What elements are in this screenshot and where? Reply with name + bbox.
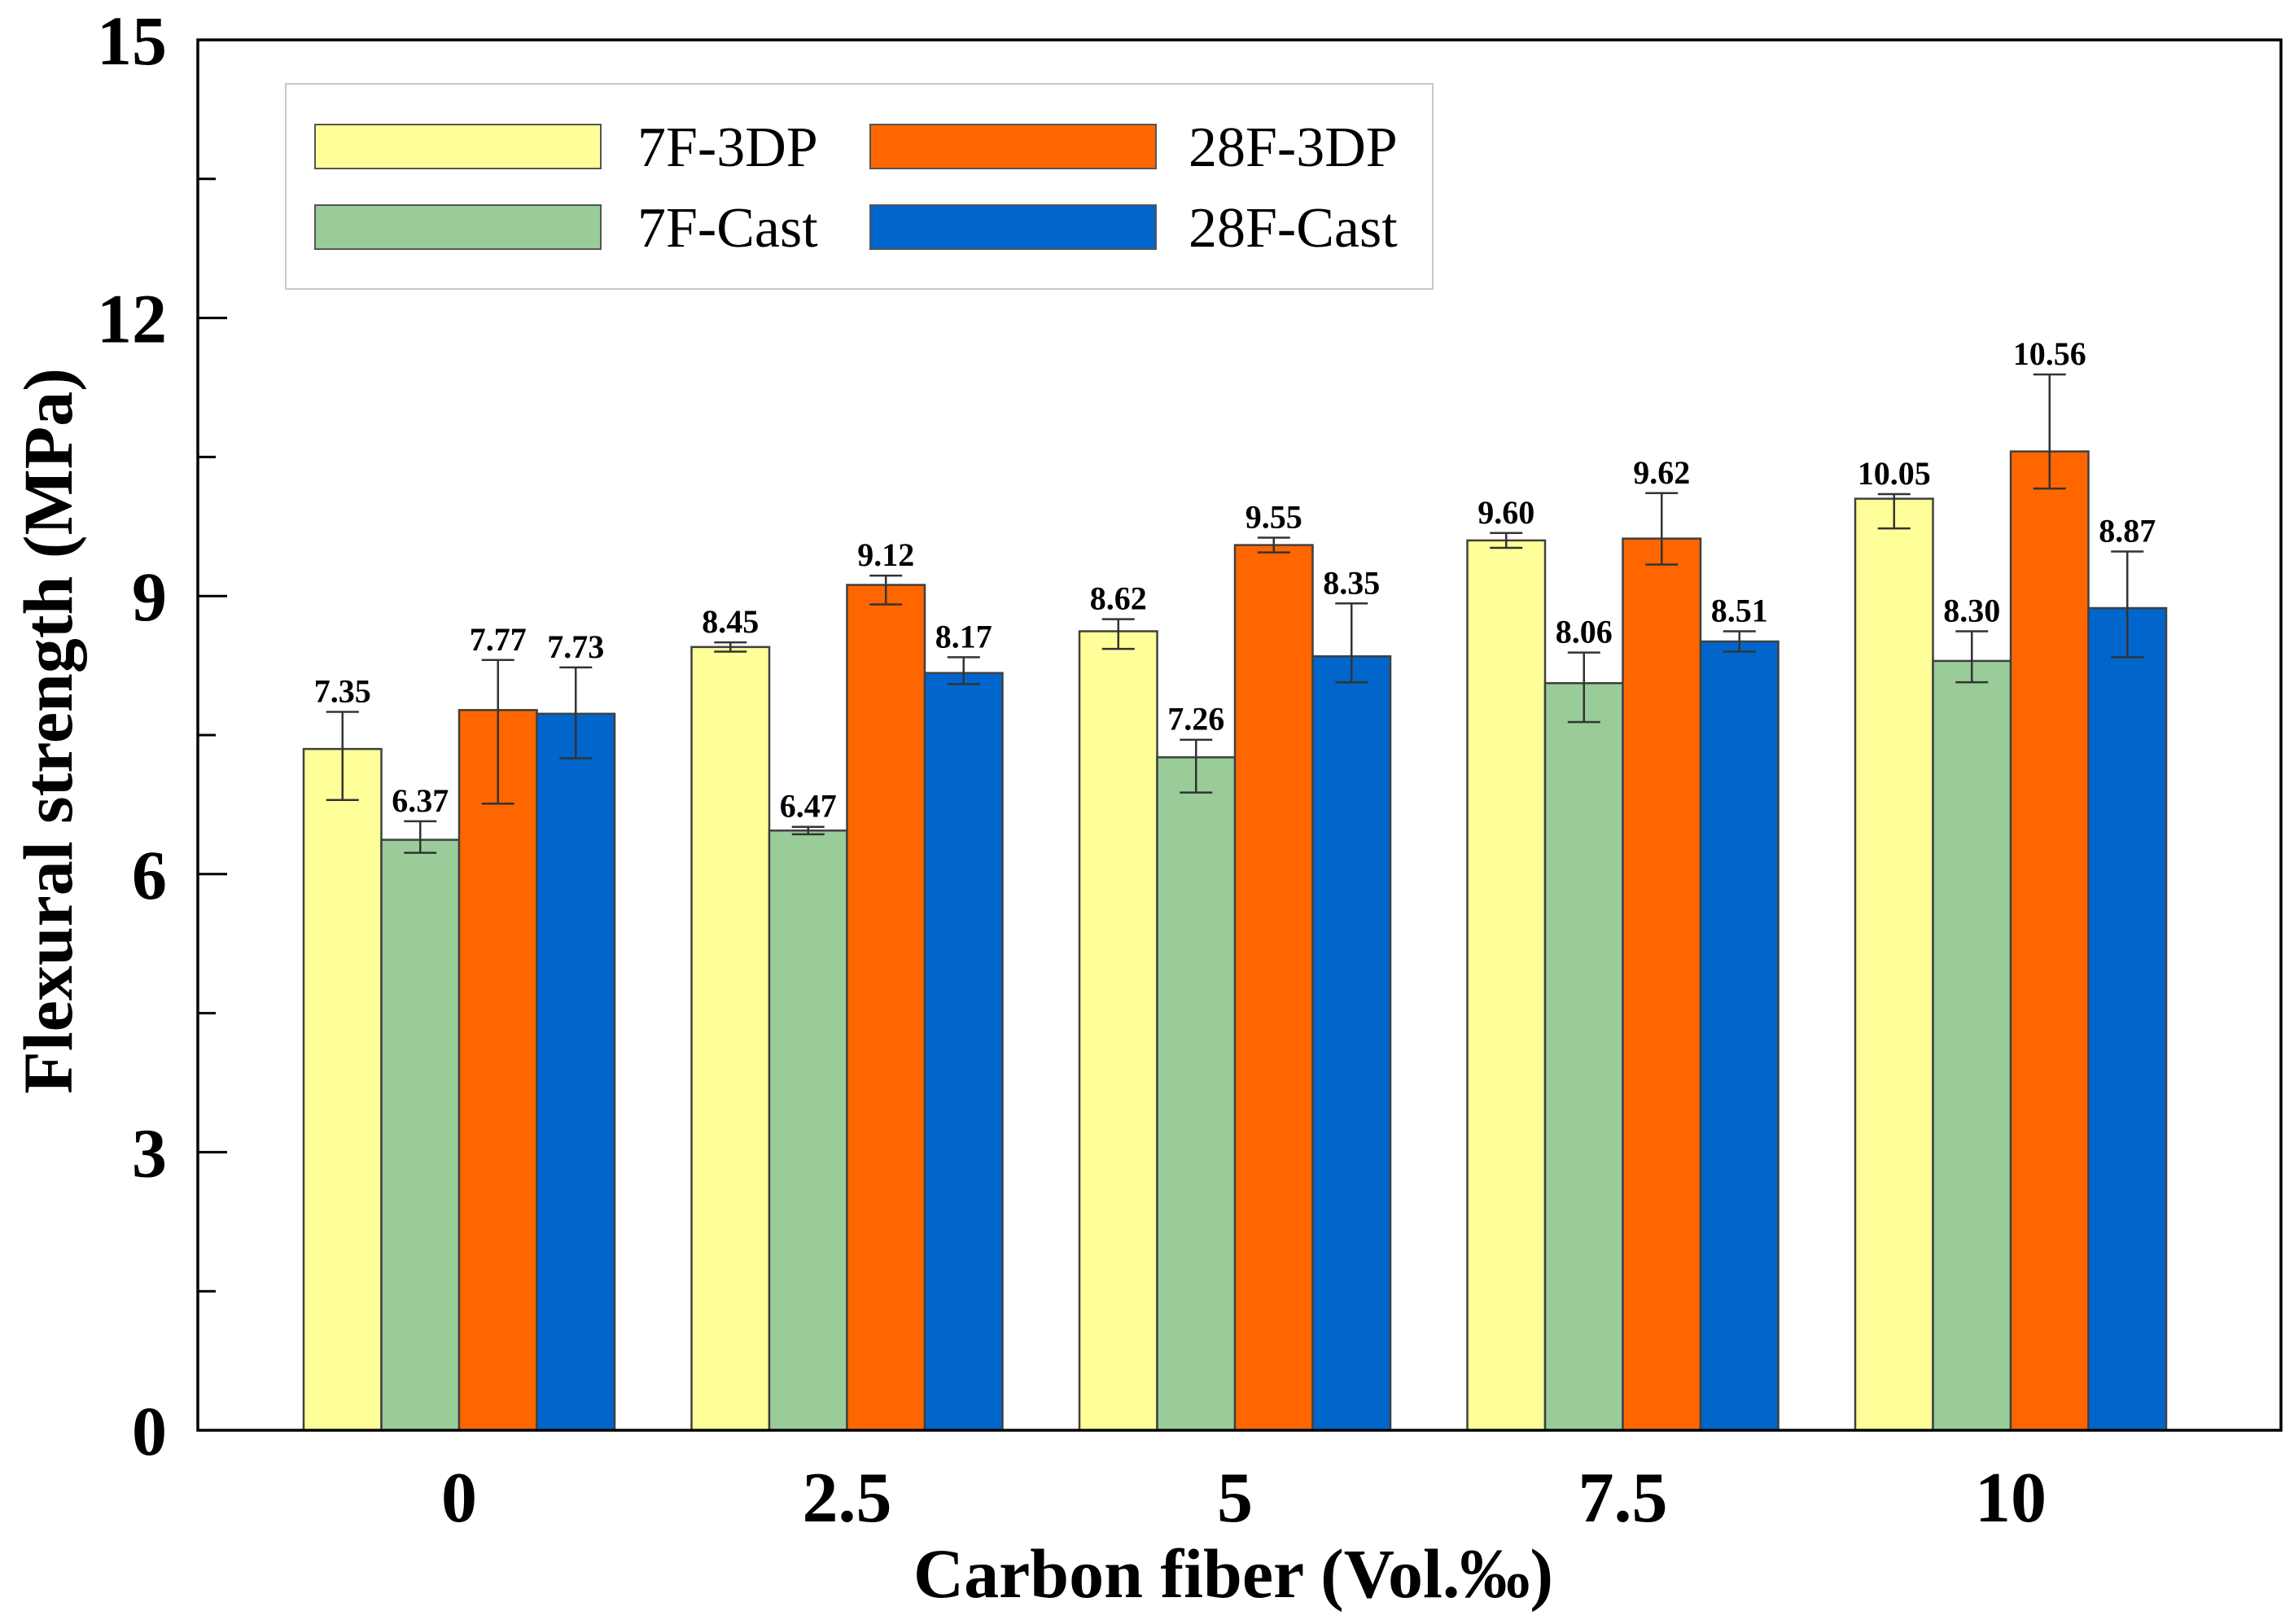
x-tick-label-3: 7.5	[1578, 1459, 1668, 1538]
error-bar-28f-3dp-cat-3	[1645, 492, 1679, 566]
bar-28f-3dp-cat-4	[2009, 450, 2090, 1432]
bar-7f-cast-cat-2	[1156, 756, 1237, 1432]
bar-7f-3dp-cat-3	[1466, 539, 1547, 1432]
legend-label-28f-cast: 28F-Cast	[1189, 197, 1398, 260]
legend-box	[285, 83, 1434, 290]
bar-7f-3dp-cat-4	[1854, 497, 1934, 1432]
value-label-7f-cast-cat-3: 8.06	[1556, 614, 1613, 650]
bars-layer	[302, 450, 2168, 1432]
bar-28f-cast-cat-4	[2087, 606, 2168, 1432]
error-bar-28f-3dp-cat-1	[869, 574, 903, 606]
bar-28f-cast-cat-3	[1699, 640, 1780, 1432]
bar-7f-cast-cat-1	[768, 830, 848, 1432]
value-label-7f-3dp-cat-1: 8.45	[702, 603, 759, 640]
value-label-7f-cast-cat-4: 8.30	[1943, 592, 2000, 628]
value-label-7f-cast-cat-2: 7.26	[1167, 701, 1224, 738]
value-label-28f-cast-cat-3: 8.51	[1711, 592, 1768, 628]
bar-28f-3dp-cat-3	[1622, 537, 1702, 1432]
x-axis-title: Carbon fiber (Vol.‰)	[913, 1534, 1553, 1613]
y-axis-title: Flexural strength (MPa)	[9, 368, 87, 1094]
error-bar-28f-3dp-cat-2	[1257, 536, 1290, 554]
bar-28f-cast-cat-1	[923, 672, 1004, 1432]
value-label-28f-3dp-cat-2: 9.55	[1246, 498, 1302, 535]
error-bar-7f-3dp-cat-0	[326, 711, 359, 801]
bar-7f-cast-cat-4	[1932, 659, 2012, 1432]
error-bar-28f-cast-cat-1	[947, 656, 980, 685]
legend: 7F-3DP 7F-Cast 28F-3DP 28F-Cast	[285, 83, 1434, 290]
bar-7f-3dp-cat-0	[302, 747, 383, 1432]
bar-28f-3dp-cat-2	[1233, 544, 1314, 1432]
legend-label-7f-cast: 7F-Cast	[637, 197, 818, 260]
error-bar-7f-cast-cat-2	[1180, 738, 1213, 794]
legend-swatch-7f-3dp	[314, 124, 602, 169]
value-label-7f-cast-cat-1: 6.47	[780, 788, 837, 825]
plot-frame	[196, 38, 2283, 1432]
error-bar-7f-3dp-cat-3	[1490, 532, 1523, 549]
error-bar-28f-cast-cat-0	[559, 666, 593, 759]
error-bar-28f-3dp-cat-0	[481, 659, 514, 805]
bar-28f-cast-cat-2	[1311, 654, 1392, 1432]
value-labels-layer: 7.35 8.45 8.62 9.60 10.05 6.37 6.47 7.26 8.06 8.3…	[314, 335, 2156, 825]
y-tick-label-1: 3	[132, 1114, 167, 1192]
bar-7f-3dp-cat-1	[690, 646, 771, 1432]
y-tick-label-5: 15	[97, 2, 167, 80]
legend-swatch-28f-3dp	[869, 124, 1157, 169]
error-bar-28f-3dp-cat-4	[2033, 373, 2066, 490]
value-label-28f-3dp-cat-4: 10.56	[2013, 335, 2086, 372]
error-bar-7f-3dp-cat-1	[714, 641, 747, 653]
bar-28f-3dp-cat-1	[846, 584, 926, 1432]
bar-7f-3dp-cat-2	[1078, 630, 1158, 1432]
y-tick-label-3: 9	[132, 558, 167, 636]
value-label-7f-3dp-cat-4: 10.05	[1858, 455, 1931, 492]
error-bar-28f-cast-cat-2	[1335, 602, 1368, 684]
y-tick-label-4: 12	[97, 280, 167, 358]
value-label-7f-3dp-cat-0: 7.35	[314, 673, 371, 710]
error-bar-7f-3dp-cat-2	[1101, 618, 1135, 650]
value-label-28f-cast-cat-0: 7.73	[547, 628, 604, 665]
value-label-28f-3dp-cat-1: 9.12	[857, 536, 914, 573]
legend-label-28f-3dp: 28F-3DP	[1189, 116, 1398, 179]
error-bar-28f-cast-cat-3	[1723, 630, 1756, 653]
value-label-28f-3dp-cat-3: 9.62	[1633, 454, 1690, 491]
x-tick-label-0: 0	[441, 1459, 477, 1538]
error-bar-28f-cast-cat-4	[2111, 550, 2144, 659]
y-tick-label-0: 0	[132, 1392, 167, 1470]
legend-swatch-7f-cast	[314, 204, 602, 250]
value-label-28f-3dp-cat-0: 7.77	[470, 621, 527, 658]
legend-label-7f-3dp: 7F-3DP	[637, 116, 818, 179]
value-label-28f-cast-cat-2: 8.35	[1323, 564, 1380, 601]
x-tick-label-4: 10	[1975, 1459, 2047, 1538]
x-tick-label-2: 5	[1217, 1459, 1253, 1538]
legend-swatch-28f-cast	[869, 204, 1157, 250]
error-bar-7f-cast-cat-1	[791, 825, 825, 836]
bar-7f-cast-cat-3	[1543, 681, 1624, 1432]
y-tick-label-2: 6	[132, 836, 167, 914]
bar-28f-cast-cat-0	[536, 712, 616, 1432]
error-bars-layer	[326, 373, 2144, 854]
value-label-7f-3dp-cat-3: 9.60	[1478, 494, 1534, 531]
error-bar-7f-cast-cat-0	[404, 820, 437, 854]
bar-7f-cast-cat-0	[380, 838, 461, 1432]
bar-28f-3dp-cat-0	[457, 709, 538, 1432]
value-label-28f-cast-cat-4: 8.87	[2099, 513, 2156, 549]
error-bar-7f-3dp-cat-4	[1877, 492, 1911, 530]
value-label-7f-cast-cat-0: 6.37	[392, 782, 449, 819]
value-label-7f-3dp-cat-2: 8.62	[1090, 580, 1147, 617]
error-bar-7f-cast-cat-3	[1567, 651, 1600, 724]
value-label-28f-cast-cat-1: 8.17	[935, 618, 992, 654]
error-bar-7f-cast-cat-4	[1955, 630, 1989, 684]
axis-ticks-layer: 0 3 6 9 12 15 0 2.5 5 7.5 10	[97, 2, 2047, 1538]
x-tick-label-1: 2.5	[803, 1459, 892, 1538]
